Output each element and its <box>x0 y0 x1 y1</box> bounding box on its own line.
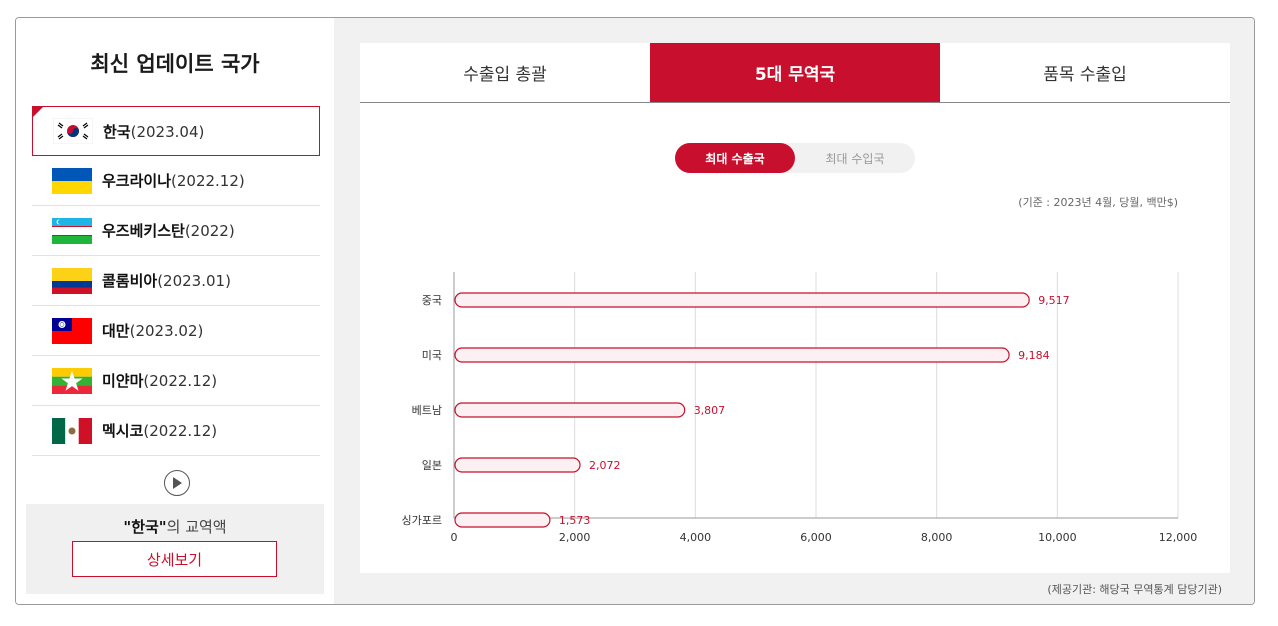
country-label: 우크라이나(2022.12) <box>102 172 245 190</box>
x-tick-label: 8,000 <box>921 531 953 544</box>
top-export-button[interactable]: 최대 수출국 <box>675 143 795 173</box>
country-sidebar: 최신 업데이트 국가 한국( <box>16 18 334 604</box>
country-item-mexico[interactable]: 멕시코(2022.12) <box>32 406 320 456</box>
country-item-korea[interactable]: 한국(2023.04) <box>32 106 320 156</box>
bar <box>454 292 1030 308</box>
export-import-toggle: 최대 수출국 최대 수입국 <box>675 143 915 173</box>
chart-card: 수출입 총괄 5대 무역국 품목 수출입 최대 수출국 최대 수입국 (기준 :… <box>360 43 1230 573</box>
x-tick-label: 2,000 <box>559 531 591 544</box>
detail-button[interactable]: 상세보기 <box>72 541 277 577</box>
tab-bar: 수출입 총괄 5대 무역국 품목 수출입 <box>360 43 1230 103</box>
source-note: (제공기관: 해당국 무역통계 담당기관) <box>1047 583 1222 596</box>
taiwan-flag-icon <box>52 317 92 344</box>
value-label: 9,184 <box>1018 349 1050 362</box>
country-list: 한국(2023.04) 우크라이나(2022.12) <box>32 106 320 456</box>
unit-note: (기준 : 2023년 4월, 당월, 백만$) <box>1018 196 1178 209</box>
x-tick-label: 6,000 <box>800 531 832 544</box>
category-label: 싱가포르 <box>402 514 442 527</box>
uzbekistan-flag-icon <box>52 217 92 244</box>
x-tick-label: 10,000 <box>1038 531 1077 544</box>
trade-widget: 최신 업데이트 국가 한국( <box>15 17 1255 605</box>
category-label: 일본 <box>422 458 442 472</box>
colombia-flag-icon <box>52 267 92 294</box>
main-panel: 수출입 총괄 5대 무역국 품목 수출입 최대 수출국 최대 수입국 (기준 :… <box>334 18 1254 604</box>
x-tick-label: 0 <box>451 531 458 544</box>
value-label: 1,573 <box>559 514 591 527</box>
country-label: 한국(2023.04) <box>103 122 205 141</box>
country-label: 멕시코(2022.12) <box>102 422 218 440</box>
country-item-ukraine[interactable]: 우크라이나(2022.12) <box>32 156 320 206</box>
value-label: 9,517 <box>1038 294 1070 307</box>
tab-top5-partners[interactable]: 5대 무역국 <box>650 43 940 102</box>
country-label: 미얀마(2022.12) <box>102 372 218 390</box>
country-item-uzbekistan[interactable]: 우즈베키스탄(2022) <box>32 206 320 256</box>
sidebar-title: 최신 업데이트 국가 <box>90 52 260 76</box>
mexico-flag-icon <box>52 417 92 444</box>
tab-trade-summary[interactable]: 수출입 총괄 <box>463 65 547 85</box>
myanmar-flag-icon <box>52 367 92 394</box>
x-tick-label: 4,000 <box>680 531 712 544</box>
country-label: 우즈베키스탄(2022) <box>102 222 235 240</box>
ukraine-flag-icon <box>52 167 92 194</box>
tab-item-trade[interactable]: 품목 수출입 <box>1043 65 1127 85</box>
bar <box>454 402 686 418</box>
bar <box>454 457 581 473</box>
bar <box>454 512 551 528</box>
country-label: 대만(2023.02) <box>102 322 204 340</box>
trade-summary-title: "한국"의 교역액 <box>123 518 227 536</box>
category-label: 미국 <box>422 349 442 362</box>
play-icon <box>173 477 182 489</box>
x-tick-label: 12,000 <box>1159 531 1198 544</box>
value-label: 2,072 <box>589 459 621 472</box>
country-item-colombia[interactable]: 콜롬비아(2023.01) <box>32 256 320 306</box>
play-button[interactable] <box>164 470 190 496</box>
korea-flag-icon <box>53 118 93 144</box>
bar-chart: 0 2,000 4,000 6,000 8,000 10,000 12,000 중국 9,517… <box>402 272 1198 544</box>
country-item-taiwan[interactable]: 대만(2023.02) <box>32 306 320 356</box>
value-label: 3,807 <box>694 404 726 417</box>
country-label: 콜롬비아(2023.01) <box>102 272 231 290</box>
country-item-myanmar[interactable]: 미얀마(2022.12) <box>32 356 320 406</box>
bar <box>454 347 1010 363</box>
top-import-button[interactable]: 최대 수입국 <box>825 151 885 166</box>
category-label: 베트남 <box>412 404 442 417</box>
trade-summary-box: "한국"의 교역액 상세보기 <box>26 504 324 594</box>
category-label: 중국 <box>422 294 442 307</box>
